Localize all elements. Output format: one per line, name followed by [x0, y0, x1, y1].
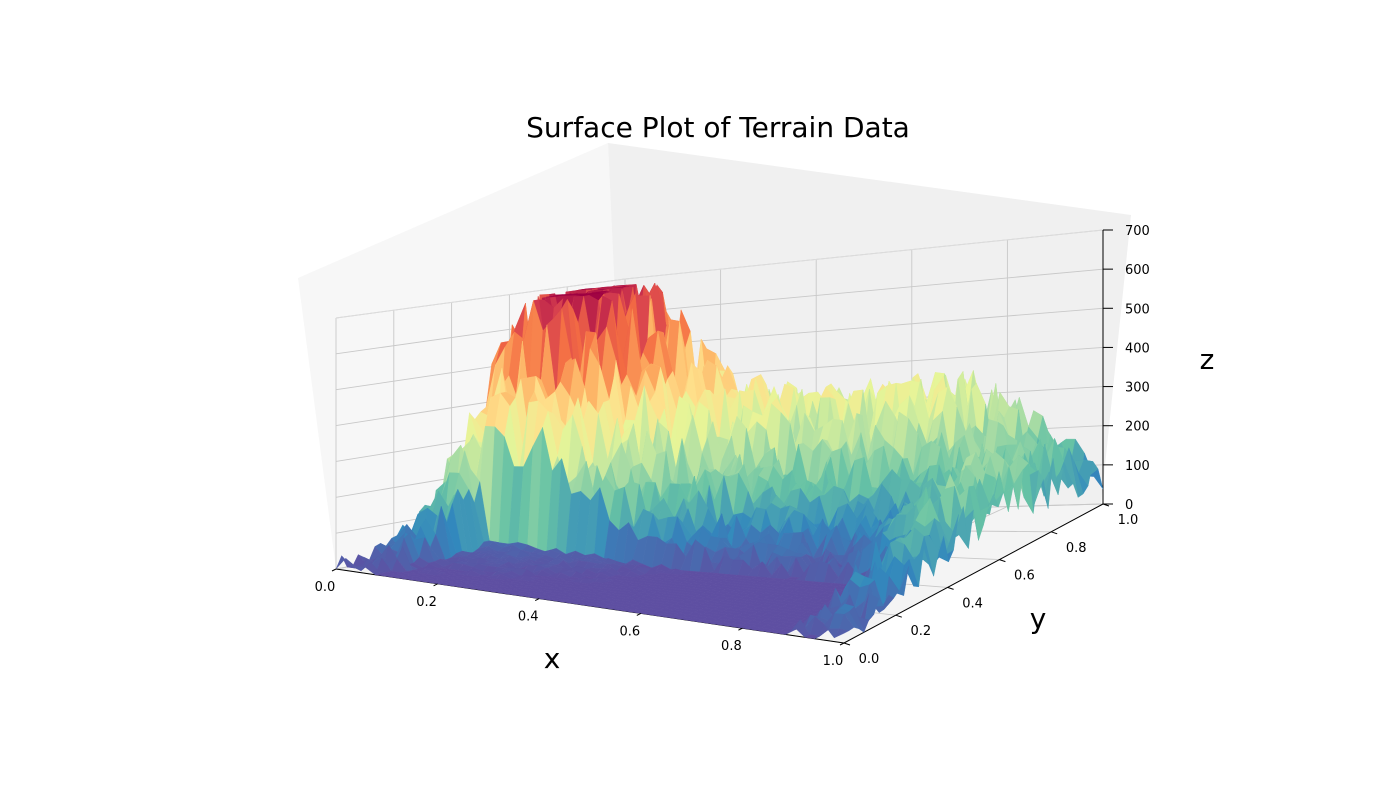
x-tick-label: 1.0: [823, 654, 844, 669]
grid-line: [624, 268, 1104, 314]
x-tick-mark: [738, 627, 743, 631]
z-axis-label: z: [1200, 343, 1215, 376]
z-tick-label: 500: [1125, 302, 1150, 317]
z-tick-label: 0: [1125, 498, 1133, 513]
y-tick-labels: 0.0 0.2 0.4 0.6 0.8 1.0: [859, 513, 1139, 667]
z-tick-label: 400: [1125, 341, 1150, 356]
z-tick-label: 100: [1125, 459, 1150, 474]
tick-marks: [331, 229, 1113, 646]
z-tick-label: 700: [1125, 224, 1150, 239]
x-tick-mark: [534, 598, 540, 602]
y-tick-mark: [843, 642, 851, 646]
x-tick-label: 0.2: [416, 595, 437, 610]
y-tick-label: 1.0: [1118, 513, 1139, 528]
chart-title: Surface Plot of Terrain Data: [526, 111, 910, 144]
x-tick-label: 0.0: [315, 580, 336, 595]
x-tick-labels: 0.0 0.2 0.4 0.6 0.8 1.0: [315, 580, 844, 669]
x-tick-label: 0.8: [721, 639, 742, 654]
surface-mesh: [335, 282, 1104, 639]
x-tick-mark: [839, 642, 845, 646]
y-tick-label: 0.0: [859, 652, 880, 667]
surface-cell: [833, 628, 850, 639]
y-tick-mark: [999, 559, 1006, 563]
z-tick-label: 600: [1125, 263, 1150, 278]
x-tick-mark: [433, 583, 438, 587]
grid-line: [624, 307, 1104, 348]
y-tick-label: 0.4: [962, 596, 983, 611]
x-tick-label: 0.6: [619, 624, 640, 639]
y-tick-label: 0.8: [1066, 541, 1087, 556]
y-tick-mark: [947, 586, 954, 590]
z-tick-labels: 0 100 200 300 400 500 600 700: [1125, 224, 1150, 513]
pane-edge: [335, 278, 626, 319]
y-tick-label: 0.2: [910, 624, 931, 639]
y-tick-mark: [895, 614, 902, 618]
x-tick-label: 0.4: [518, 610, 539, 625]
z-tick-label: 200: [1125, 420, 1150, 435]
y-axis-line: [843, 503, 1104, 644]
x-axis-label: x: [544, 642, 561, 675]
x-tick-mark: [331, 568, 337, 572]
y-tick-mark: [1051, 531, 1058, 535]
x-tick-mark: [636, 612, 642, 616]
y-axis-label: y: [1030, 602, 1047, 635]
pane-edge: [624, 229, 1104, 280]
y-tick-label: 0.6: [1014, 569, 1035, 584]
z-tick-label: 300: [1125, 381, 1150, 396]
